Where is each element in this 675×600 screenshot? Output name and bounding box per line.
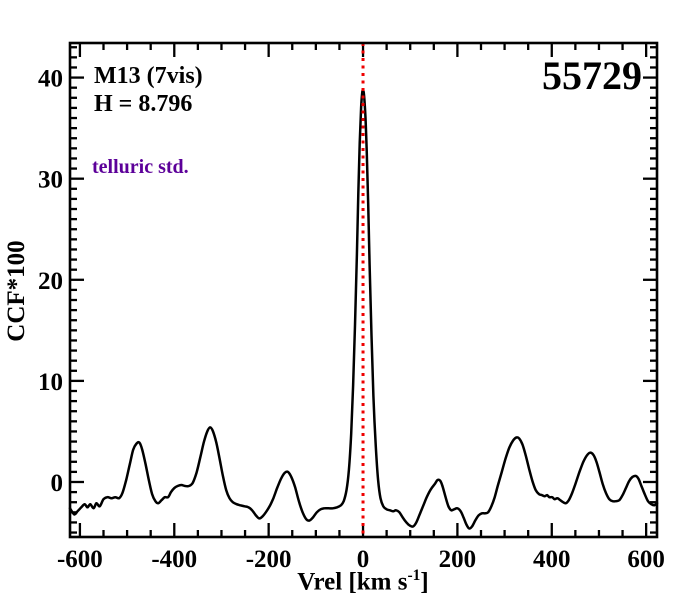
- annotation-telluric-std: telluric std.: [92, 156, 189, 178]
- annotation-h-magnitude: H = 8.796: [94, 91, 193, 117]
- y-axis-title: CCF*100: [3, 240, 30, 342]
- x-tick-label: 400: [533, 546, 571, 573]
- x-tick-label: -400: [151, 546, 197, 573]
- y-tick-label: 40: [38, 66, 63, 93]
- annotation-target-name: M13 (7vis): [94, 63, 203, 89]
- x-axis-title-main: Vrel [km s: [297, 568, 408, 596]
- x-tick-label: 600: [627, 546, 665, 573]
- x-tick-label: 0: [357, 546, 370, 573]
- y-tick-label: 0: [51, 470, 64, 497]
- x-axis-title-superscript: -1: [407, 567, 421, 584]
- y-tick-label: 30: [38, 167, 63, 194]
- plot-frame: [68, 41, 659, 539]
- x-axis-title: Vrel [km s-1]: [297, 567, 428, 596]
- annotation-mjd-id: 55729: [542, 53, 642, 98]
- x-tick-label: -600: [57, 546, 103, 573]
- y-tick-label: 10: [38, 369, 63, 396]
- y-tick-label: 20: [38, 268, 63, 295]
- ccf-curve: [68, 88, 659, 530]
- x-axis-title-close: ]: [420, 568, 429, 596]
- x-tick-label: -200: [246, 546, 292, 573]
- x-tick-label: 200: [439, 546, 477, 573]
